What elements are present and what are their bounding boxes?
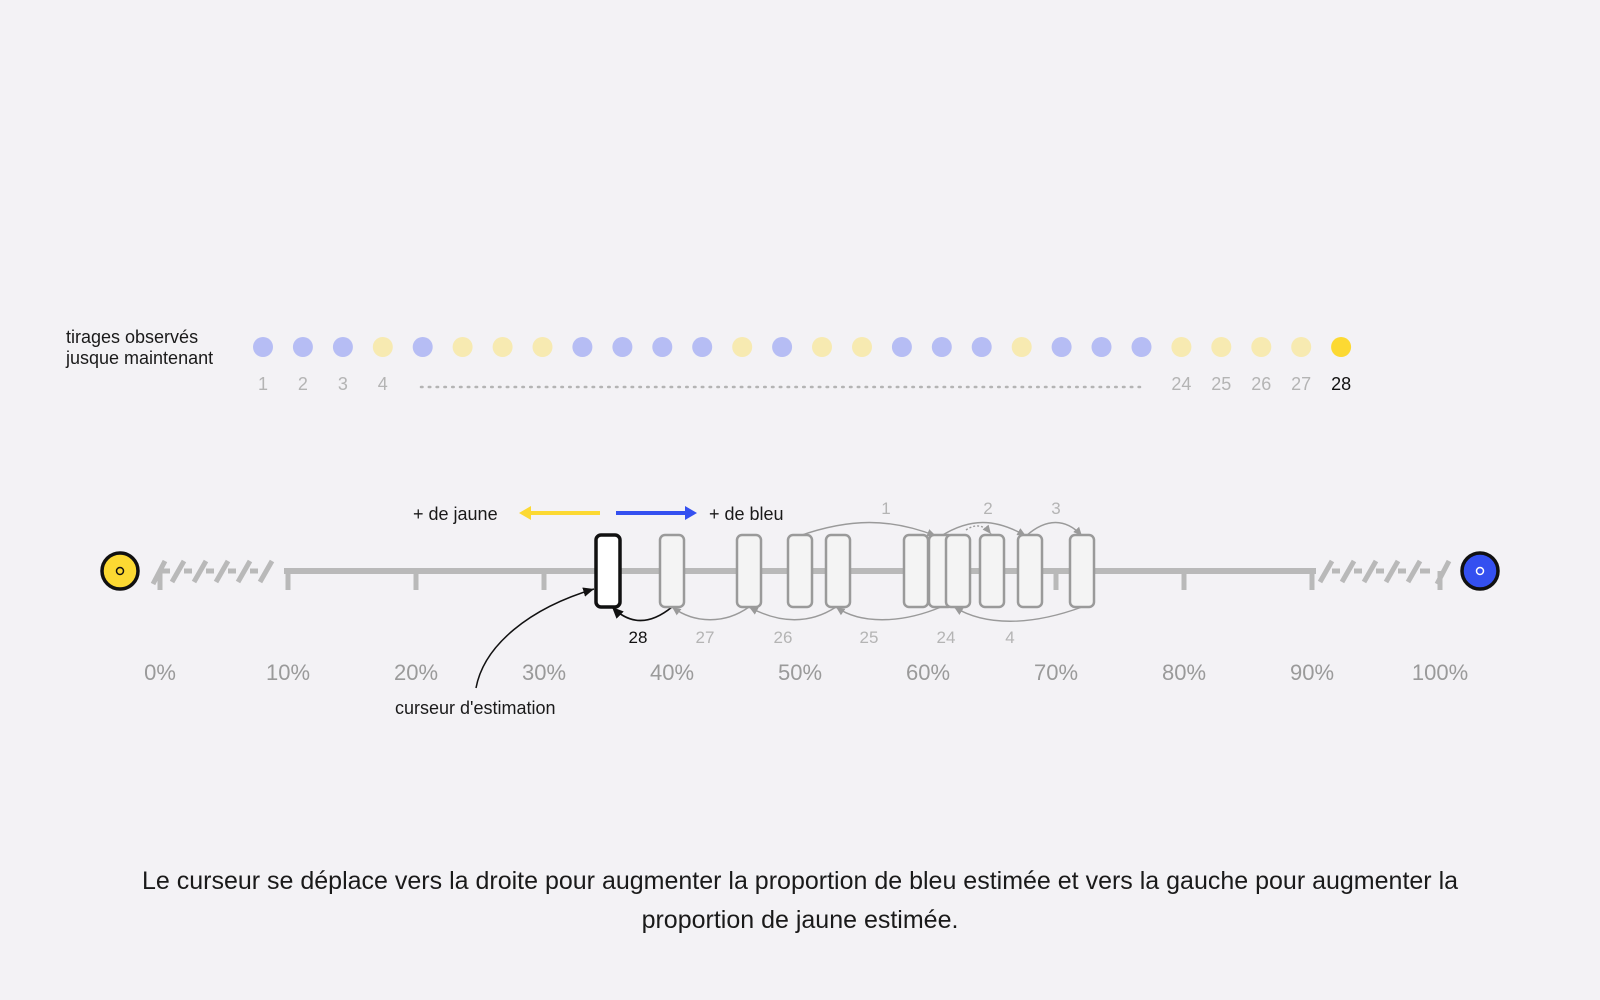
track-break-left: [150, 559, 275, 586]
draws-label-line1: tirages observés: [66, 327, 198, 347]
draw-dot: [1091, 337, 1112, 357]
history-label-bottom: 26: [774, 628, 793, 647]
previous-cursor: [658, 533, 686, 609]
draw-dot: [572, 337, 593, 357]
scale-tick-label: 0%: [144, 660, 176, 685]
scale-tick-label: 60%: [906, 660, 950, 685]
yellow-ball-icon: [100, 551, 140, 591]
draw-number: 4: [378, 374, 388, 394]
draws-label-line2: jusque maintenant: [65, 348, 213, 368]
draw-dot: [1251, 337, 1272, 357]
draw-dot: [253, 337, 273, 357]
previous-cursor: [944, 533, 972, 609]
history-label-bottom: 24: [937, 628, 956, 647]
draw-dot: [692, 337, 713, 357]
scale-tick-label: 10%: [266, 660, 310, 685]
draw-dot: [812, 337, 832, 357]
draw-dot: [412, 337, 433, 357]
draw-number: 24: [1171, 374, 1191, 394]
draw-dot: [1171, 337, 1192, 357]
draw-number: 27: [1291, 374, 1311, 394]
history-label-bottom: 27: [696, 628, 715, 647]
draw-dot: [532, 337, 553, 357]
draw-dot: [1211, 337, 1232, 357]
previous-cursor: [978, 533, 1006, 609]
history-label-current: 28: [629, 628, 648, 647]
scale-tick-label: 20%: [394, 660, 438, 685]
history-label-top: 2: [983, 499, 992, 518]
current-cursor-arc: [611, 606, 673, 622]
scale-tick-labels: 0% 10% 20% 30% 40% 50% 60% 70% 80% 90% 100%: [144, 660, 1468, 685]
history-label-top: 3: [1051, 499, 1060, 518]
draw-dot: [612, 337, 633, 357]
draw-dot: [1051, 337, 1072, 357]
scale-tick-label: 30%: [522, 660, 566, 685]
previous-cursor: [1068, 533, 1096, 609]
caption: Le curseur se déplace vers la droite pou…: [141, 867, 1459, 934]
history-label-bottom: 25: [860, 628, 879, 647]
blue-ball-icon: [1460, 551, 1500, 591]
draw-number: 25: [1211, 374, 1231, 394]
more-yellow-label: + de jaune: [413, 504, 498, 524]
cursor-history-arcs: [671, 521, 1083, 622]
draw-dot: [1131, 337, 1152, 357]
scale-tick-label: 80%: [1162, 660, 1206, 685]
draw-dot: [772, 337, 793, 357]
cursor-annotation: curseur d'estimation: [395, 698, 556, 718]
history-label-top: 1: [881, 499, 890, 518]
scale-tick-label: 40%: [650, 660, 694, 685]
estimation-cursor[interactable]: [594, 533, 622, 609]
more-blue-label: + de bleu: [709, 504, 784, 524]
draw-number: 2: [298, 374, 308, 394]
draw-number: 3: [338, 374, 348, 394]
previous-cursor: [786, 533, 814, 609]
cursor-annotation-arrow: [475, 587, 595, 689]
previous-cursor: [824, 533, 852, 609]
previous-cursor: [1016, 533, 1044, 609]
draw-dot: [372, 337, 393, 357]
previous-cursors: [658, 533, 1096, 609]
draw-dot: [1011, 337, 1032, 357]
draw-numbers: 1 2 3 4 24 25 26 27 28: [258, 374, 1351, 394]
draw-dot: [492, 337, 513, 357]
draw-dot: [1331, 337, 1352, 357]
draw-number: 28: [1331, 374, 1351, 394]
draw-dot: [652, 337, 673, 357]
draw-dot: [891, 337, 912, 357]
draw-number: 1: [258, 374, 268, 394]
scale-tick-label: 100%: [1412, 660, 1468, 685]
scale-tick-label: 70%: [1034, 660, 1078, 685]
draw-sequence: [253, 337, 1352, 357]
previous-cursor: [735, 533, 763, 609]
more-yellow-arrowhead: [519, 506, 531, 520]
draw-dot: [852, 337, 872, 357]
more-blue-arrowhead: [685, 506, 697, 520]
scale-tick-label: 90%: [1290, 660, 1334, 685]
history-label-bottom: 4: [1005, 628, 1014, 647]
draw-dot: [292, 337, 313, 357]
draw-dot: [971, 337, 992, 357]
previous-cursor: [902, 533, 930, 609]
track-break-right: [1317, 559, 1452, 586]
draw-dot: [332, 337, 353, 357]
draw-dot: [931, 337, 952, 357]
draw-dot: [452, 337, 473, 357]
scale-tick-label: 50%: [778, 660, 822, 685]
draw-dot: [732, 337, 753, 357]
draw-dot: [1291, 337, 1312, 357]
draw-number: 26: [1251, 374, 1271, 394]
